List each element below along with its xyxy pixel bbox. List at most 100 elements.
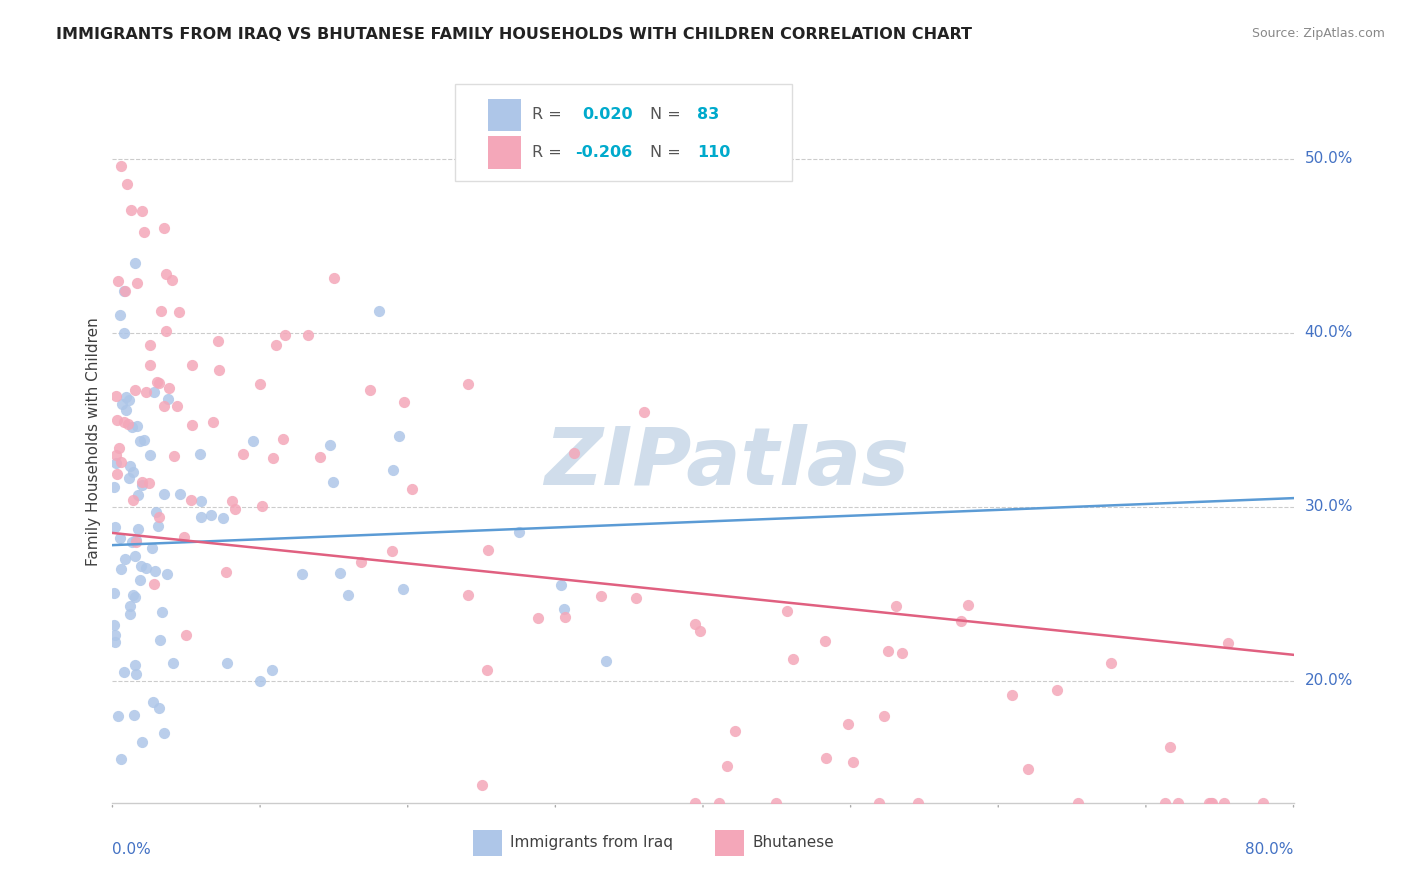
Point <box>112 326 135 340</box>
Point <box>108 308 131 322</box>
Point <box>1167 796 1189 810</box>
Point <box>139 358 162 372</box>
Point <box>297 328 319 343</box>
Point <box>215 566 238 580</box>
FancyBboxPatch shape <box>714 830 744 855</box>
Point <box>121 534 143 549</box>
Point <box>138 475 160 490</box>
Point <box>1212 796 1234 810</box>
Point <box>232 447 254 461</box>
Point <box>381 544 404 558</box>
Point <box>103 480 125 494</box>
Point <box>129 574 152 588</box>
Y-axis label: Family Households with Children: Family Households with Children <box>86 318 101 566</box>
Point <box>103 586 125 600</box>
Point <box>217 657 239 671</box>
Point <box>107 467 129 482</box>
Point <box>1253 796 1275 810</box>
Point <box>169 486 191 500</box>
Point <box>274 328 297 343</box>
Point <box>155 567 177 582</box>
Point <box>207 334 229 348</box>
Point <box>477 543 499 558</box>
Point <box>392 582 415 597</box>
Point <box>105 456 128 470</box>
Point <box>190 493 212 508</box>
Point <box>167 305 190 319</box>
Point <box>110 752 132 766</box>
Point <box>249 674 271 689</box>
Point <box>1046 683 1069 698</box>
Text: R =: R = <box>531 145 567 160</box>
Point <box>146 375 169 389</box>
Point <box>309 450 332 464</box>
Point <box>155 267 177 281</box>
Point <box>323 270 346 285</box>
Text: 110: 110 <box>697 145 731 160</box>
Point <box>242 434 264 448</box>
Point <box>121 465 143 479</box>
Point <box>148 509 170 524</box>
Point <box>249 376 271 391</box>
Text: IMMIGRANTS FROM IRAQ VS BHUTANESE FAMILY HOUSEHOLDS WITH CHILDREN CORRELATION CH: IMMIGRANTS FROM IRAQ VS BHUTANESE FAMILY… <box>56 27 972 42</box>
Text: Immigrants from Iraq: Immigrants from Iraq <box>510 835 673 850</box>
Point <box>260 663 283 677</box>
Point <box>152 487 174 501</box>
Point <box>877 644 900 658</box>
Point <box>120 458 142 473</box>
Point <box>135 561 157 575</box>
Point <box>624 591 647 606</box>
Text: 20.0%: 20.0% <box>1305 673 1353 689</box>
Point <box>124 534 146 549</box>
Point <box>322 475 344 490</box>
Point <box>115 177 138 191</box>
Point <box>200 508 222 522</box>
Point <box>550 578 572 592</box>
Point <box>110 159 132 173</box>
Point <box>139 338 162 352</box>
Point <box>118 607 141 622</box>
Point <box>104 389 127 403</box>
Point <box>145 505 167 519</box>
Point <box>118 599 141 614</box>
Text: 40.0%: 40.0% <box>1305 326 1353 340</box>
Point <box>776 604 799 618</box>
Point <box>689 624 711 638</box>
Point <box>174 627 197 641</box>
Point <box>131 203 153 218</box>
Text: 80.0%: 80.0% <box>1246 842 1294 856</box>
FancyBboxPatch shape <box>488 99 522 131</box>
Point <box>146 518 169 533</box>
Point <box>124 590 146 604</box>
Point <box>104 635 127 649</box>
Point <box>190 509 212 524</box>
Point <box>181 417 204 432</box>
Point <box>208 363 231 377</box>
Point <box>350 555 373 569</box>
Text: N =: N = <box>650 145 686 160</box>
Point <box>135 385 157 400</box>
Text: 50.0%: 50.0% <box>1305 151 1353 166</box>
Point <box>104 519 127 533</box>
Point <box>125 666 148 681</box>
Point <box>105 413 128 427</box>
Point <box>153 221 176 235</box>
Point <box>318 438 340 452</box>
Point <box>173 530 195 544</box>
Point <box>125 277 148 291</box>
Point <box>765 796 787 810</box>
Point <box>224 502 246 516</box>
Point <box>148 376 170 390</box>
FancyBboxPatch shape <box>472 830 502 855</box>
Point <box>127 419 149 434</box>
Point <box>142 577 165 591</box>
Point <box>212 511 235 525</box>
Point <box>120 202 142 217</box>
Point <box>562 446 585 460</box>
Point <box>111 397 134 411</box>
Point <box>271 432 294 446</box>
Point <box>891 646 914 660</box>
Point <box>155 324 177 338</box>
FancyBboxPatch shape <box>456 84 792 181</box>
Point <box>162 656 184 670</box>
